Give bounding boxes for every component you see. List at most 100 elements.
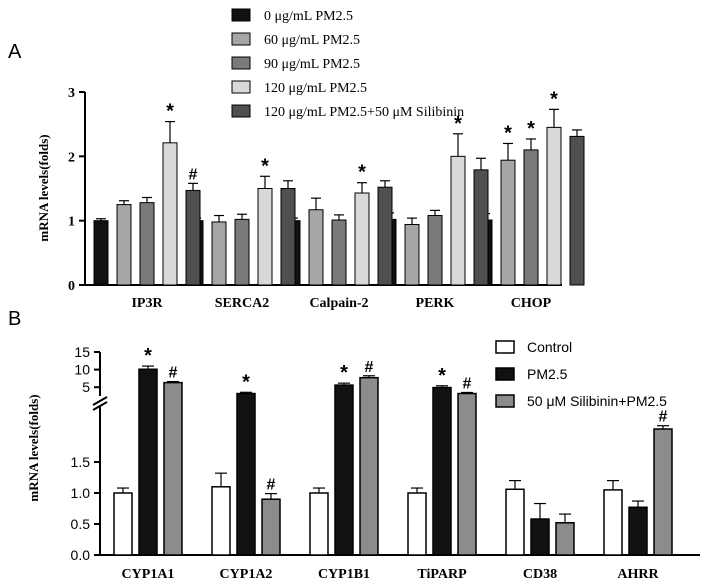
panel-b-significance-mark: #: [463, 375, 472, 392]
panel-a-significance-mark: *: [527, 118, 535, 140]
panel-a-significance-mark: #: [189, 166, 198, 183]
panel-b-y-tick-label: 15: [74, 344, 90, 360]
panel-b-legend-swatch: [495, 394, 515, 408]
panel-b-y-tick-label: 5: [82, 379, 90, 395]
panel-a-chart: mRNA levels(folds) 0 1 2 3 * * * * * * * # IP3R SER…: [36, 8, 585, 311]
panel-b-significance-mark: #: [267, 477, 276, 494]
panel-a-bar-perk-120-g-ml-pm2-5: [450, 155, 466, 286]
panel-a-bar-perk-60-g-ml-pm2-5: [404, 224, 420, 286]
panel-b-category-label: CD38: [523, 567, 557, 582]
panel-b-significance-mark: #: [365, 359, 374, 376]
panel-a-significance-mark: *: [550, 88, 558, 110]
panel-a-bar-ip3r-60-g-ml-pm2-5: [116, 204, 132, 286]
panel-b-y-tick-label: 1.5: [71, 454, 91, 470]
panel-b-legend-label: Control: [527, 339, 572, 355]
panel-a-bar-serca2-90-g-ml-pm2-5: [234, 218, 250, 286]
panel-b-bar-cyp1a1-50-m-silibinin-pm2-5: [163, 381, 183, 556]
panel-a-significance-mark: *: [166, 101, 174, 123]
panel-a-letter: A: [8, 41, 22, 63]
panel-a-legend-label: 120 μg/mL PM2.5: [264, 81, 367, 96]
panel-b-category-label: CYP1A2: [220, 567, 273, 582]
panel-a-significance-mark: *: [358, 162, 366, 184]
panel-a-bar-chop-120-g-ml-pm2-5: [546, 126, 562, 286]
panel-a-y-label: mRNA levels(folds): [36, 134, 51, 241]
panel-a-category-label: PERK: [416, 296, 455, 311]
panel-b-bar-cyp1a2-50-m-silibinin-pm2-5: [261, 498, 281, 556]
panel-a-bar-serca2-120-g-ml-pm2-5: [257, 188, 273, 286]
panel-b-bar-cyp1b1-50-m-silibinin-pm2-5: [359, 376, 379, 556]
panel-a-bar-chop-60-g-ml-pm2-5: [500, 159, 516, 286]
panel-b-y-tick-label: 1.0: [71, 485, 91, 501]
panel-a-bar-calpain-2-90-g-ml-pm2-5: [331, 219, 347, 286]
panel-a-bar-ip3r-120-g-ml-pm2-5: [162, 142, 178, 286]
panel-b-bar-ahrr-control: [603, 489, 623, 556]
panel-b-category-label: AHRR: [617, 567, 659, 582]
panel-b-legend-label: 50 μM Silibinin+PM2.5: [527, 393, 667, 409]
panel-b-legend-swatch: [495, 367, 515, 381]
panel-b-significance-mark: #: [169, 365, 178, 382]
panel-b-y-tick-label: 0.0: [71, 547, 91, 563]
panel-b-bar-cd38-pm2-5: [530, 518, 550, 556]
panel-a-bar-perk-90-g-ml-pm2-5: [427, 215, 443, 286]
panel-b-bar-cd38-50-m-silibinin-pm2-5: [555, 522, 575, 556]
panel-a-significance-mark: *: [454, 113, 462, 135]
panel-a-y-tick-label: 0: [68, 279, 75, 294]
panel-b-bar-tiparp-pm2-5: [432, 386, 452, 556]
panel-b-chart: mRNA levels(folds) 0.0 0.5 1.0 1.5 510 15 * * *…: [26, 339, 700, 582]
panel-a-legend-label: 0 μg/mL PM2.5: [264, 9, 353, 24]
panel-a-legend-label: 120 μg/mL PM2.5+50 μM Silibinin: [264, 105, 464, 120]
panel-b-legend-label: PM2.5: [527, 366, 568, 382]
panel-b-y-tick-label: 10: [74, 362, 90, 378]
panel-b-bar-cyp1a1-pm2-5: [138, 368, 158, 556]
panel-b-legend-swatch: [495, 340, 515, 354]
panel-a-legend-swatch: [231, 32, 251, 46]
panel-a-bar-ip3r-120-g-ml-pm2-5-50-m-silibinin: [185, 189, 201, 286]
panel-a-bar-serca2-120-g-ml-pm2-5-50-m-silibinin: [280, 188, 296, 286]
panel-a-legend-swatch: [231, 56, 251, 70]
panel-b-bar-tiparp-50-m-silibinin-pm2-5: [457, 392, 477, 556]
panel-b-bar-cyp1a2-control: [211, 486, 231, 556]
panel-a-legend-swatch: [231, 104, 251, 118]
panel-b-bar-cyp1a1-control: [113, 492, 133, 556]
panel-a-y-tick-label: 1: [68, 215, 75, 230]
panel-a-category-label: Calpain-2: [309, 296, 368, 311]
panel-a-bar-calpain-2-60-g-ml-pm2-5: [308, 209, 324, 286]
panel-a-legend-label: 90 μg/mL PM2.5: [264, 57, 360, 72]
panel-b-category-label: TiPARP: [417, 567, 467, 582]
panel-b-bar-cd38-control: [505, 488, 525, 556]
panel-a-bar-chop-90-g-ml-pm2-5: [523, 149, 539, 286]
panel-a-bar-calpain-2-120-g-ml-pm2-5-50-m-silibinin: [377, 186, 393, 286]
panel-a-bar-calpain-2-120-g-ml-pm2-5: [354, 192, 370, 286]
panel-b-bar-cyp1a2-pm2-5: [236, 392, 256, 556]
panel-a-legend-swatch: [231, 80, 251, 94]
panel-b-significance-mark: *: [340, 362, 348, 384]
panel-b-y-label: mRNA levels(folds): [26, 394, 41, 501]
panel-a-legend-swatch: [231, 8, 251, 22]
panel-b-bar-ahrr-50-m-silibinin-pm2-5: [653, 428, 673, 556]
panel-a-y-tick-label: 3: [68, 86, 75, 101]
panel-a-bar-chop-120-g-ml-pm2-5-50-m-silibinin: [569, 135, 585, 286]
panel-b-category-label: CYP1A1: [122, 567, 175, 582]
panel-a-bar-ip3r-0-g-ml-pm2-5: [93, 220, 109, 286]
panel-b-significance-mark: *: [438, 365, 446, 387]
panel-a-bar-serca2-60-g-ml-pm2-5: [211, 221, 227, 286]
panel-a-bar-ip3r-90-g-ml-pm2-5: [139, 202, 155, 286]
panel-a-category-label: CHOP: [511, 296, 552, 311]
panel-b-axis-break-mark-1: [92, 396, 108, 406]
panel-a-bar-perk-120-g-ml-pm2-5-50-m-silibinin: [473, 169, 489, 286]
panel-a-significance-mark: *: [261, 155, 269, 177]
panel-b-significance-mark: *: [242, 371, 250, 393]
panel-b-axis-break-mark-2: [92, 401, 108, 411]
panel-a-category-label: SERCA2: [215, 296, 269, 311]
panel-b-bar-cyp1b1-control: [309, 492, 329, 556]
panel-b-bar-cyp1b1-pm2-5: [334, 384, 354, 556]
panel-b-bar-ahrr-pm2-5: [628, 506, 648, 556]
panel-a-significance-mark: *: [504, 122, 512, 144]
panel-a-legend-label: 60 μg/mL PM2.5: [264, 33, 360, 48]
panel-b-category-label: CYP1B1: [318, 567, 370, 582]
panel-a-category-label: IP3R: [131, 296, 163, 311]
panel-b-significance-mark: *: [144, 345, 152, 367]
panel-a-y-tick-label: 2: [68, 150, 75, 165]
panel-b-bar-tiparp-control: [407, 492, 427, 556]
